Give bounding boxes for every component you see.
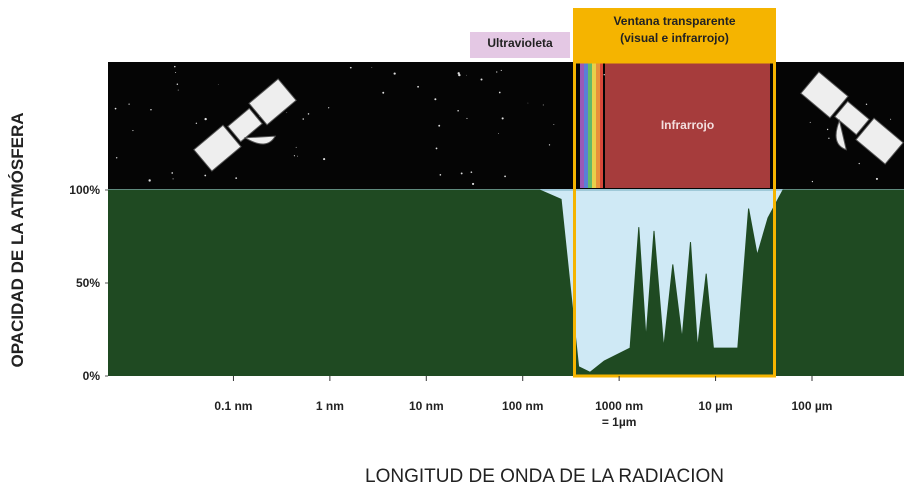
star (810, 122, 811, 123)
star (876, 178, 878, 180)
star (827, 129, 828, 130)
visible-band (600, 62, 603, 188)
star (498, 133, 499, 134)
star (328, 107, 329, 108)
star (496, 71, 497, 72)
star (302, 118, 304, 120)
star (173, 178, 174, 179)
star (543, 105, 544, 106)
star (171, 172, 173, 174)
visible-band (588, 62, 592, 188)
star (471, 171, 473, 173)
star (286, 112, 287, 113)
x-tick-label: 100 nm (502, 398, 543, 414)
star (323, 158, 325, 160)
star (480, 78, 482, 80)
star (502, 117, 504, 119)
y-axis-title-holder: OPACIDAD DE LA ATMÓSFERA (0, 40, 36, 440)
star (828, 138, 829, 139)
star (308, 113, 310, 115)
annotation: Ventana transparente (visual e infrarroj… (573, 13, 776, 47)
star (128, 104, 129, 105)
star (501, 70, 502, 71)
star (218, 84, 219, 85)
star (549, 144, 550, 145)
star (394, 72, 396, 74)
plot (108, 190, 904, 376)
visible-band (584, 62, 588, 188)
y-tick-label: 50% (50, 276, 100, 290)
star (382, 92, 384, 94)
x-tick-label: 100 µm (792, 398, 833, 414)
star (438, 125, 440, 127)
star (177, 83, 178, 84)
annotation: Ultravioleta (470, 36, 570, 50)
star (175, 72, 176, 73)
star (604, 74, 605, 75)
star (196, 123, 197, 124)
star (528, 103, 529, 104)
star (472, 183, 474, 185)
y-tick-label: 0% (50, 369, 100, 383)
star (115, 108, 117, 110)
star (461, 172, 463, 174)
star (371, 67, 372, 68)
star (132, 130, 133, 131)
page: OPACIDAD DE LA ATMÓSFERA LONGITUD DE OND… (0, 0, 904, 495)
annotation: Infrarrojo (605, 118, 770, 132)
y-axis-title: OPACIDAD DE LA ATMÓSFERA (8, 113, 28, 368)
star (417, 86, 419, 88)
star (204, 175, 206, 177)
star (458, 72, 460, 74)
x-axis-title: LONGITUD DE ONDA DE LA RADIACION (0, 466, 904, 488)
x-tick-label: 10 nm (409, 398, 444, 414)
visible-band (592, 62, 596, 188)
star (466, 75, 467, 76)
x-tick-label: 0.1 nm (214, 398, 252, 414)
x-tick-label: 1000 nm = 1µm (595, 398, 643, 430)
star (297, 156, 298, 157)
star (235, 177, 237, 179)
star (178, 90, 179, 91)
sky (108, 62, 904, 190)
star (812, 181, 813, 182)
x-tick-label: 1 nm (316, 398, 344, 414)
star (553, 124, 554, 125)
star (296, 147, 297, 148)
chart (0, 0, 904, 495)
star (499, 92, 501, 94)
star (504, 175, 506, 177)
uv-band (580, 62, 584, 188)
star (116, 157, 117, 158)
star (866, 104, 867, 105)
star (150, 109, 151, 110)
star (859, 163, 860, 164)
star (890, 119, 891, 120)
area-fill (108, 190, 904, 376)
star (350, 67, 352, 69)
y-tick-label: 100% (50, 183, 100, 197)
star (436, 148, 438, 150)
star (148, 179, 150, 181)
visible-band (596, 62, 600, 188)
star (434, 98, 436, 100)
star (440, 174, 442, 176)
x-tick-label: 10 µm (698, 398, 732, 414)
star (466, 118, 467, 119)
star (204, 118, 206, 120)
star (294, 155, 295, 156)
star (457, 110, 459, 112)
star (174, 66, 176, 68)
